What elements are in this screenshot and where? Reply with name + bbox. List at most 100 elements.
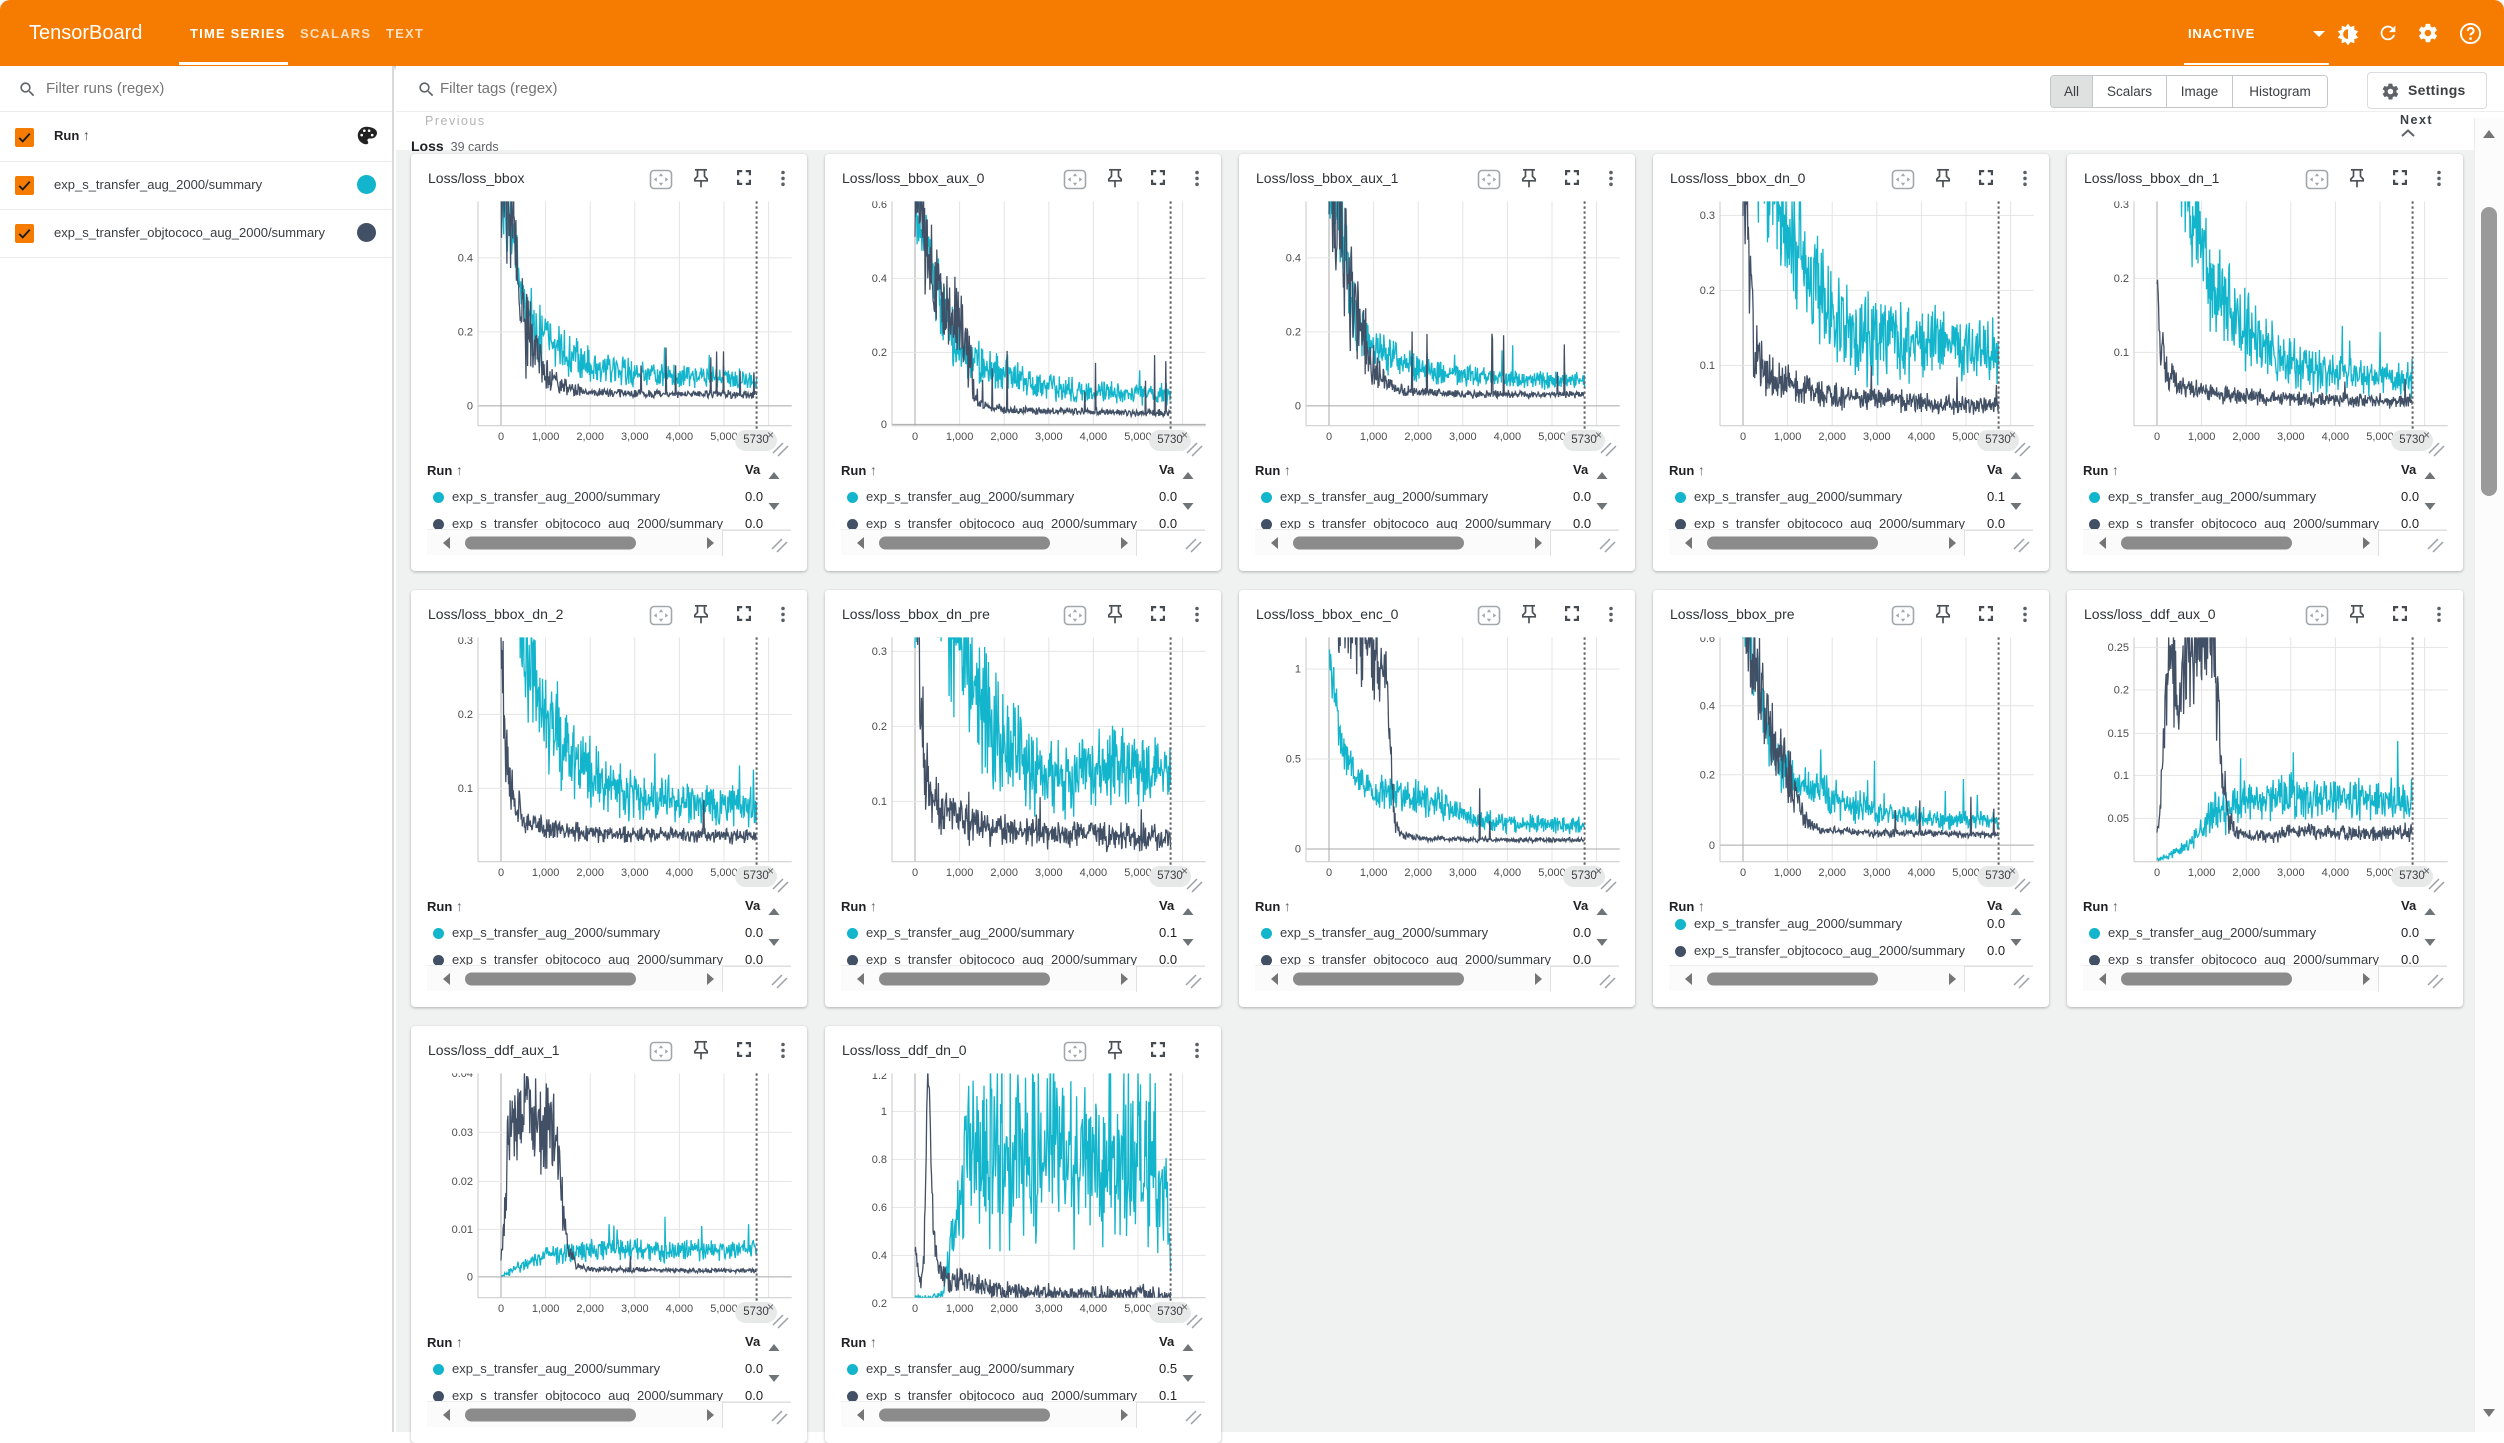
svg-text:0: 0: [912, 1303, 918, 1315]
svg-text:0.2: 0.2: [1700, 770, 1715, 782]
svg-text:0.15: 0.15: [2108, 728, 2129, 740]
svg-text:0.05: 0.05: [2108, 813, 2129, 825]
svg-text:1,000: 1,000: [1360, 867, 1388, 879]
svg-text:0.8: 0.8: [872, 1154, 887, 1166]
svg-text:2,000: 2,000: [2232, 867, 2260, 879]
svg-text:4,000: 4,000: [1908, 867, 1936, 879]
svg-text:0: 0: [1295, 844, 1301, 856]
svg-text:3,000: 3,000: [1449, 867, 1477, 879]
svg-text:5,000: 5,000: [1952, 867, 1980, 879]
svg-text:2,000: 2,000: [990, 867, 1018, 879]
svg-text:0.6: 0.6: [872, 1202, 887, 1214]
svg-text:3,000: 3,000: [621, 431, 649, 443]
svg-text:0.3: 0.3: [872, 646, 887, 658]
svg-text:3,000: 3,000: [1863, 867, 1891, 879]
svg-text:0.3: 0.3: [458, 635, 473, 647]
svg-text:3,000: 3,000: [2277, 867, 2305, 879]
svg-text:4,000: 4,000: [666, 1303, 694, 1315]
svg-text:2,000: 2,000: [1818, 431, 1846, 443]
svg-text:2,000: 2,000: [1404, 431, 1432, 443]
svg-text:0.1: 0.1: [2114, 770, 2129, 782]
svg-text:4,000: 4,000: [2322, 431, 2350, 443]
svg-text:2,000: 2,000: [990, 431, 1018, 443]
svg-text:3,000: 3,000: [1035, 431, 1063, 443]
svg-text:0.3: 0.3: [1700, 210, 1715, 222]
svg-text:0: 0: [467, 401, 473, 413]
svg-text:3,000: 3,000: [621, 867, 649, 879]
svg-text:0.1: 0.1: [2114, 347, 2129, 359]
svg-text:0: 0: [1740, 867, 1746, 879]
svg-text:0: 0: [2154, 431, 2160, 443]
svg-text:4,000: 4,000: [1080, 431, 1108, 443]
svg-text:0.5: 0.5: [1286, 754, 1301, 766]
svg-text:4,000: 4,000: [1080, 867, 1108, 879]
svg-text:0.4: 0.4: [458, 253, 473, 265]
svg-text:1,000: 1,000: [532, 1303, 560, 1315]
svg-text:0.4: 0.4: [872, 273, 887, 285]
svg-text:0.2: 0.2: [872, 1298, 887, 1310]
svg-text:1,000: 1,000: [532, 431, 560, 443]
svg-text:3,000: 3,000: [1449, 431, 1477, 443]
svg-text:0.4: 0.4: [1700, 701, 1715, 713]
svg-text:3,000: 3,000: [2277, 431, 2305, 443]
svg-text:4,000: 4,000: [1080, 1303, 1108, 1315]
svg-text:0.2: 0.2: [458, 709, 473, 721]
svg-text:0.3: 0.3: [2114, 199, 2129, 211]
svg-text:1,000: 1,000: [2188, 431, 2216, 443]
svg-text:0.2: 0.2: [872, 347, 887, 359]
svg-text:0: 0: [1326, 431, 1332, 443]
svg-text:5,000: 5,000: [1124, 431, 1152, 443]
svg-text:0.01: 0.01: [452, 1224, 473, 1236]
svg-text:1: 1: [1295, 664, 1301, 676]
svg-text:4,000: 4,000: [666, 431, 694, 443]
svg-text:0: 0: [2154, 867, 2160, 879]
svg-text:5,000: 5,000: [2366, 867, 2394, 879]
svg-text:2,000: 2,000: [1404, 867, 1432, 879]
svg-text:3,000: 3,000: [1863, 431, 1891, 443]
svg-text:0.4: 0.4: [872, 1250, 887, 1262]
svg-text:0.2: 0.2: [2114, 685, 2129, 697]
svg-text:4,000: 4,000: [1908, 431, 1936, 443]
svg-text:4,000: 4,000: [1494, 867, 1522, 879]
svg-text:5,000: 5,000: [1538, 867, 1566, 879]
svg-text:0.1: 0.1: [872, 796, 887, 808]
svg-text:2,000: 2,000: [990, 1303, 1018, 1315]
svg-text:0.03: 0.03: [452, 1127, 473, 1139]
svg-text:5,000: 5,000: [710, 431, 738, 443]
svg-text:1,000: 1,000: [946, 1303, 974, 1315]
svg-text:0.1: 0.1: [458, 783, 473, 795]
svg-text:5,000: 5,000: [1538, 431, 1566, 443]
svg-text:1,000: 1,000: [1360, 431, 1388, 443]
svg-text:1,000: 1,000: [1774, 431, 1802, 443]
svg-text:0: 0: [1326, 867, 1332, 879]
svg-text:0.6: 0.6: [872, 199, 887, 211]
svg-text:0.2: 0.2: [1700, 285, 1715, 297]
svg-text:0.2: 0.2: [872, 721, 887, 733]
svg-text:1,000: 1,000: [532, 867, 560, 879]
svg-text:0: 0: [467, 1272, 473, 1284]
svg-text:3,000: 3,000: [1035, 867, 1063, 879]
svg-text:0.02: 0.02: [452, 1176, 473, 1188]
svg-text:4,000: 4,000: [1494, 431, 1522, 443]
svg-text:5,000: 5,000: [1124, 1303, 1152, 1315]
svg-text:5,000: 5,000: [1952, 431, 1980, 443]
svg-text:5,000: 5,000: [2366, 431, 2394, 443]
svg-text:0: 0: [498, 1303, 504, 1315]
svg-text:0.25: 0.25: [2108, 642, 2129, 654]
svg-text:0.2: 0.2: [458, 327, 473, 339]
svg-text:0: 0: [881, 419, 887, 431]
svg-text:4,000: 4,000: [666, 867, 694, 879]
svg-text:3,000: 3,000: [1035, 1303, 1063, 1315]
svg-text:0: 0: [1295, 401, 1301, 413]
svg-text:1,000: 1,000: [1774, 867, 1802, 879]
svg-text:0.2: 0.2: [2114, 273, 2129, 285]
svg-text:1,000: 1,000: [2188, 867, 2216, 879]
svg-text:5,000: 5,000: [710, 867, 738, 879]
svg-text:0: 0: [912, 431, 918, 443]
svg-text:1,000: 1,000: [946, 431, 974, 443]
svg-text:0: 0: [912, 867, 918, 879]
svg-text:1,000: 1,000: [946, 867, 974, 879]
svg-text:5,000: 5,000: [710, 1303, 738, 1315]
svg-text:0: 0: [498, 431, 504, 443]
svg-text:2,000: 2,000: [576, 1303, 604, 1315]
